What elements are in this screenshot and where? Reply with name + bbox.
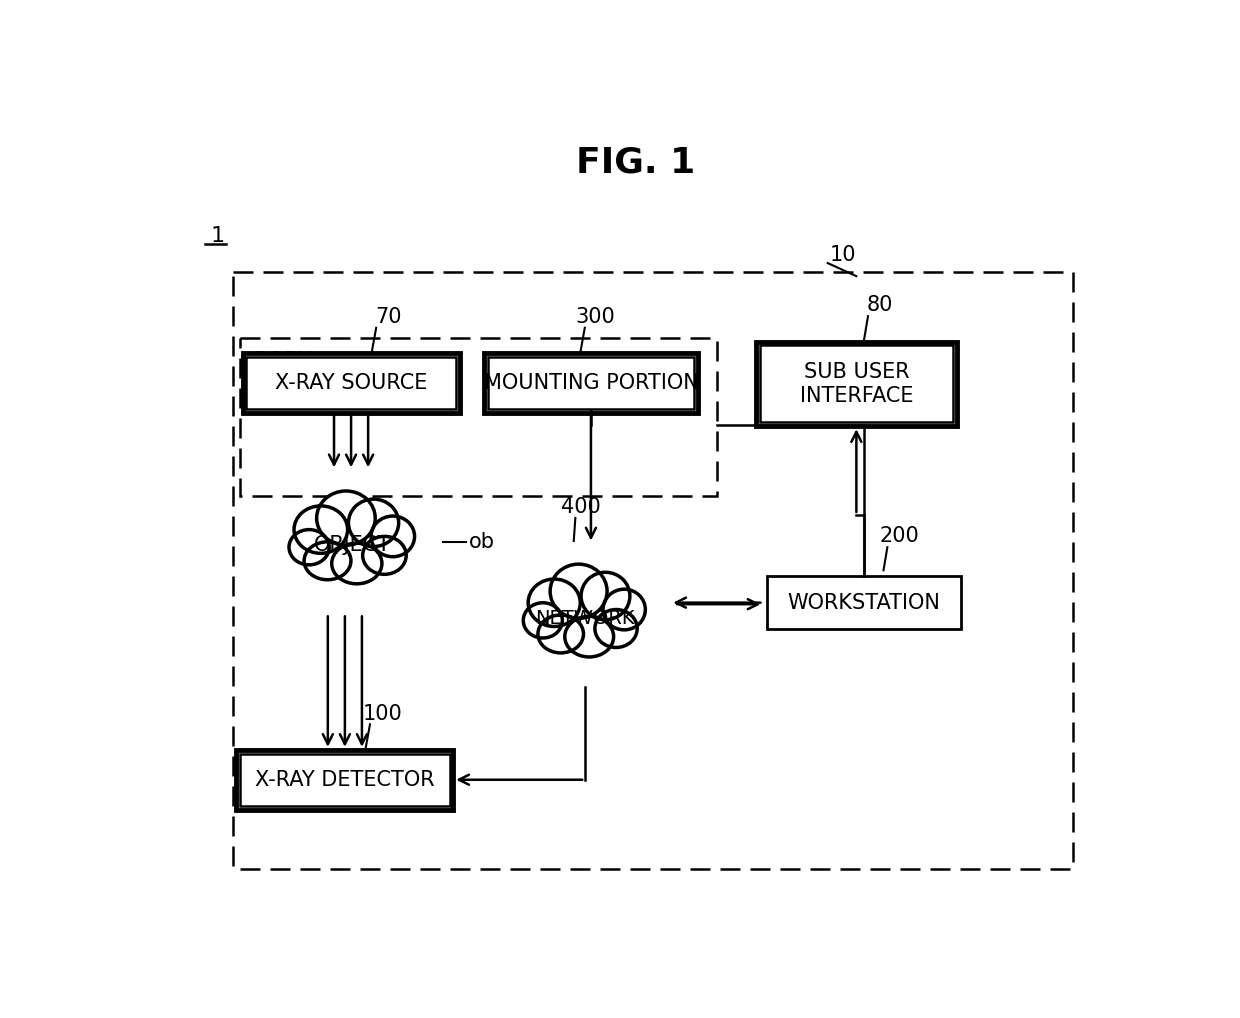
Text: 200: 200 [879,526,919,547]
Ellipse shape [304,542,351,580]
Bar [768,576,961,629]
Bar [247,357,456,409]
Ellipse shape [362,536,407,574]
Text: MOUNTING PORTION: MOUNTING PORTION [484,374,698,393]
Bar [241,338,717,496]
Text: OBJECT: OBJECT [314,535,391,555]
Text: BODY: BODY [254,351,312,371]
Ellipse shape [371,516,414,557]
Bar [237,749,454,809]
Text: 400: 400 [562,497,601,517]
Bar [485,353,697,413]
Ellipse shape [289,529,329,565]
Ellipse shape [332,544,382,583]
Bar [233,272,1074,869]
Ellipse shape [348,499,399,547]
Text: X-RAY SOURCE: X-RAY SOURCE [275,374,428,393]
Text: SUB USER
INTERFACE: SUB USER INTERFACE [800,362,913,405]
Text: 100: 100 [362,703,403,724]
Bar [489,357,693,409]
Text: NETWORK: NETWORK [536,609,635,628]
Bar [241,753,449,806]
Text: 80: 80 [867,295,893,316]
Text: 70: 70 [376,307,402,327]
Ellipse shape [564,616,614,657]
Text: 1: 1 [211,226,224,246]
Text: WORKSTATION: WORKSTATION [787,592,941,613]
Ellipse shape [551,564,608,618]
Ellipse shape [294,506,347,554]
Ellipse shape [582,572,630,620]
Ellipse shape [316,491,376,546]
Text: X-RAY DETECTOR: X-RAY DETECTOR [255,770,435,790]
Text: 10: 10 [830,244,856,265]
Ellipse shape [595,610,637,647]
Text: 300: 300 [575,307,615,327]
Bar [759,345,954,422]
Ellipse shape [523,603,562,638]
Text: FIG. 1: FIG. 1 [575,146,696,179]
Bar [755,342,957,427]
Bar [243,353,460,413]
Ellipse shape [538,615,584,653]
Ellipse shape [528,579,580,626]
Text: ob: ob [469,531,495,552]
Ellipse shape [603,589,645,630]
